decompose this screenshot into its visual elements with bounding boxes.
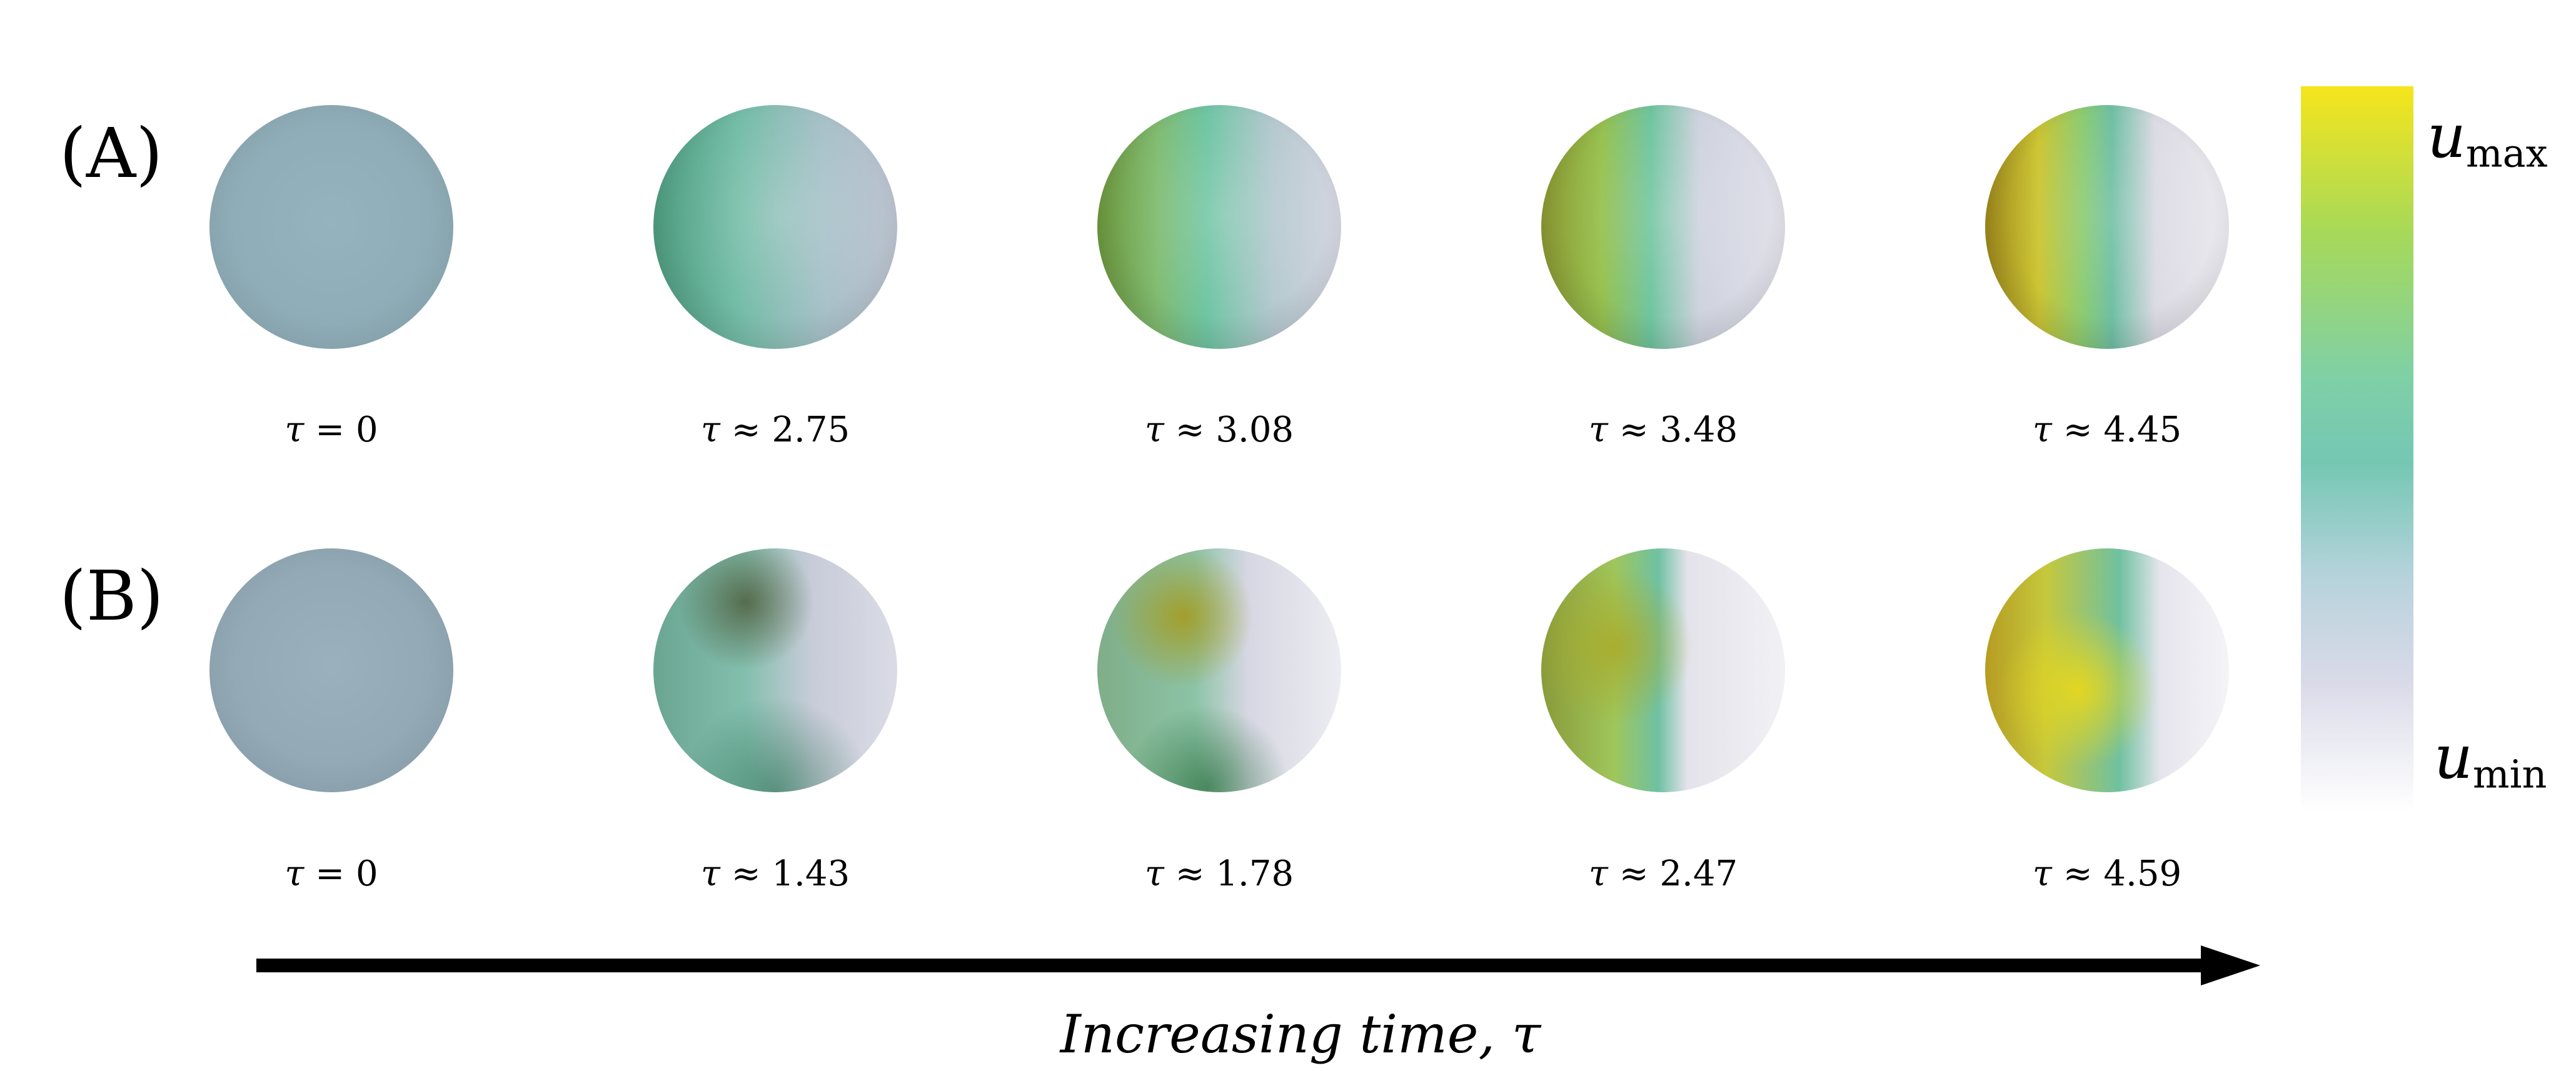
sphere-b-5 — [1985, 548, 2229, 792]
sphere-a-3 — [1097, 105, 1341, 349]
sphere-b-2 — [653, 548, 897, 792]
tau-label-b-2: τ ≈ 1.43 — [700, 854, 850, 894]
tau-label-b-4: τ ≈ 2.47 — [1588, 854, 1738, 894]
colorbar-max-label: umax — [2427, 101, 2548, 176]
tau-label-b-3: τ ≈ 1.78 — [1144, 854, 1294, 894]
tau-label-b-5: τ ≈ 4.59 — [2032, 854, 2182, 894]
tau-label-b-1: τ = 0 — [284, 854, 378, 894]
row-label-a: (A) — [59, 113, 163, 193]
sphere-a-1 — [209, 105, 453, 349]
tau-label-a-5: τ ≈ 4.45 — [2032, 410, 2182, 450]
colorbar — [2301, 86, 2413, 812]
tau-label-a-3: τ ≈ 3.08 — [1144, 410, 1294, 450]
sphere-a-5 — [1985, 105, 2229, 349]
time-axis-caption: Increasing time, τ — [1060, 1004, 1541, 1065]
sphere-b-3 — [1097, 548, 1341, 792]
sphere-b-1 — [209, 548, 453, 792]
sphere-a-2 — [653, 105, 897, 349]
time-arrow-head — [2201, 945, 2260, 985]
sphere-b-4 — [1541, 548, 1785, 792]
tau-label-a-4: τ ≈ 3.48 — [1588, 410, 1738, 450]
tau-label-a-1: τ = 0 — [284, 410, 378, 450]
colorbar-min-label: umin — [2434, 722, 2547, 797]
tau-label-a-2: τ ≈ 2.75 — [700, 410, 850, 450]
time-arrow-shaft — [256, 959, 2207, 972]
row-label-b: (B) — [59, 556, 164, 636]
sphere-a-4 — [1541, 105, 1785, 349]
